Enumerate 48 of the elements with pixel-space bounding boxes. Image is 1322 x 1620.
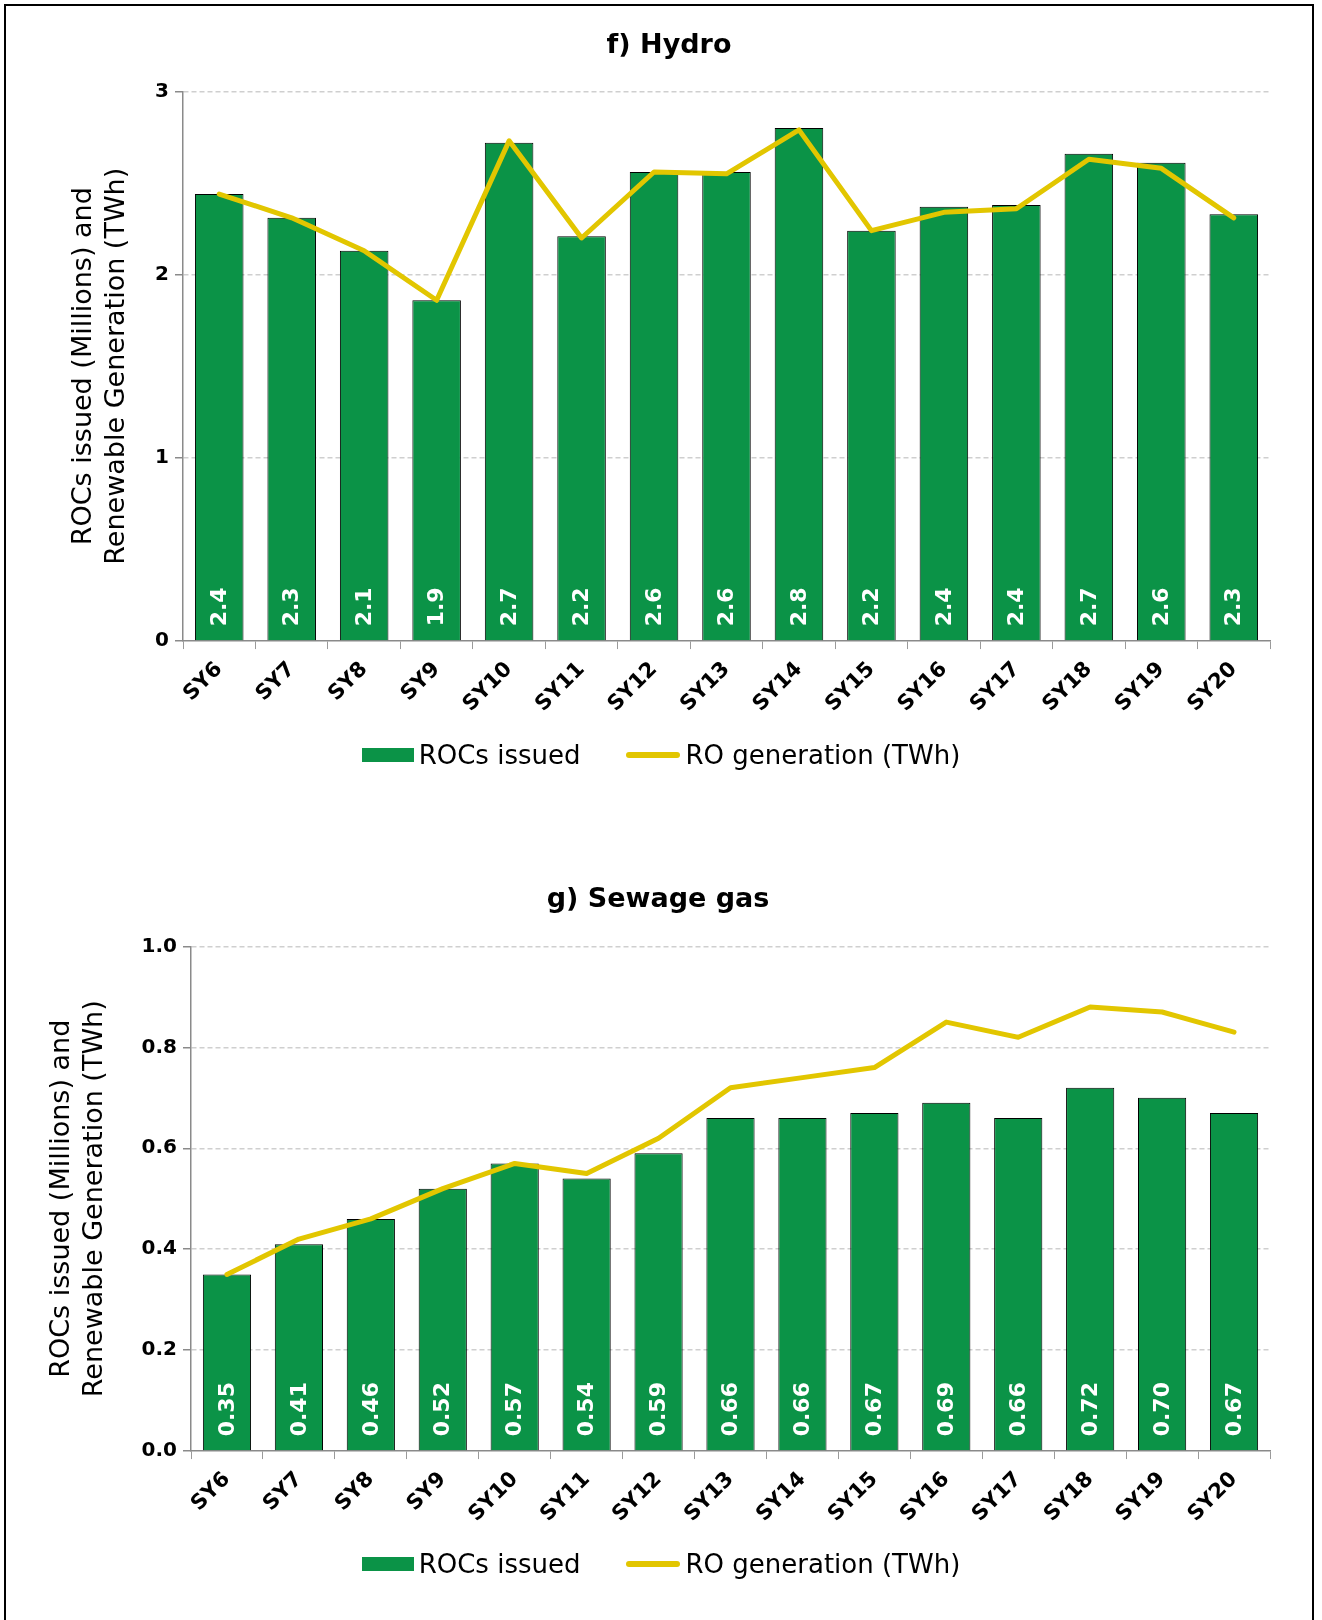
legend-label: ROCs issued — [418, 740, 581, 770]
data-label: 0.54 — [573, 1382, 599, 1437]
data-label: 0.70 — [1148, 1382, 1174, 1437]
y-tick-label: 0.4 — [141, 1235, 177, 1260]
data-label: 2.7 — [495, 587, 521, 627]
data-label: 0.67 — [861, 1382, 887, 1437]
data-label: 0.67 — [1220, 1382, 1246, 1437]
y-tick-label: 2 — [155, 260, 169, 285]
legend-label: RO generation (TWh) — [685, 1549, 961, 1579]
y-tick-label: 0.0 — [141, 1437, 177, 1462]
data-label: 0.59 — [645, 1382, 671, 1437]
data-label: 0.72 — [1076, 1382, 1102, 1437]
data-label: 2.4 — [930, 587, 956, 627]
data-label: 2.6 — [713, 587, 739, 627]
chart-title: f) Hydro — [606, 28, 732, 60]
chart-title: g) Sewage gas — [546, 882, 770, 914]
data-label: 2.6 — [1148, 587, 1174, 627]
y-tick-label: 3 — [155, 77, 169, 102]
data-label: 0.35 — [213, 1382, 239, 1437]
data-label: 2.3 — [1220, 587, 1246, 627]
data-label: 0.52 — [429, 1382, 455, 1437]
data-label: 0.66 — [1004, 1382, 1030, 1437]
data-label: 2.7 — [1075, 587, 1101, 627]
data-label: 0.66 — [717, 1382, 743, 1437]
y-tick-label: 1.0 — [141, 932, 177, 957]
y-tick-label: 0.6 — [141, 1134, 177, 1159]
y-tick-label: 1 — [155, 444, 169, 469]
data-label: 2.8 — [785, 587, 811, 627]
data-label: 2.1 — [350, 587, 376, 627]
legend-label: RO generation (TWh) — [685, 740, 961, 770]
data-label: 2.3 — [278, 587, 304, 627]
data-label: 0.57 — [501, 1382, 527, 1437]
y-tick-label: 0.2 — [141, 1336, 177, 1361]
data-label: 2.4 — [1003, 587, 1029, 627]
data-label: 2.2 — [858, 587, 884, 627]
y-axis-title: ROCs issued (Millions) and Renewable Generation (TWh) — [66, 167, 130, 565]
data-label: 2.2 — [568, 587, 594, 627]
y-tick-label: 0 — [155, 627, 169, 652]
y-axis-title: ROCs issued (Millions) and Renewable Generation (TWh) — [44, 1000, 108, 1398]
data-label: 2.6 — [640, 587, 666, 627]
data-label: 0.46 — [357, 1382, 383, 1437]
y-tick-label: 0.8 — [141, 1033, 177, 1058]
data-label: 2.4 — [205, 587, 231, 627]
legend-label: ROCs issued — [418, 1549, 581, 1579]
data-label: 0.41 — [285, 1382, 311, 1437]
data-label: 1.9 — [423, 587, 449, 627]
data-label: 0.69 — [933, 1382, 959, 1437]
data-label: 0.66 — [789, 1382, 815, 1437]
